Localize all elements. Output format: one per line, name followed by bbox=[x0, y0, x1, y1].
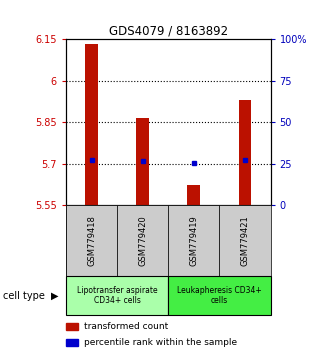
Text: GSM779421: GSM779421 bbox=[241, 215, 249, 266]
Text: GSM779420: GSM779420 bbox=[138, 215, 147, 266]
Bar bbox=[117, 205, 168, 276]
Text: GSM779418: GSM779418 bbox=[87, 215, 96, 266]
Bar bbox=[66, 205, 117, 276]
Text: GSM779419: GSM779419 bbox=[189, 215, 198, 266]
Bar bbox=[66, 276, 168, 315]
Bar bbox=[219, 205, 271, 276]
Bar bbox=[187, 184, 200, 205]
Text: cell type: cell type bbox=[3, 291, 45, 301]
Bar bbox=[85, 45, 98, 205]
Text: Leukapheresis CD34+
cells: Leukapheresis CD34+ cells bbox=[177, 286, 262, 305]
Bar bbox=[66, 339, 78, 346]
Text: ▶: ▶ bbox=[51, 291, 59, 301]
Bar bbox=[136, 118, 149, 205]
Text: Lipotransfer aspirate
CD34+ cells: Lipotransfer aspirate CD34+ cells bbox=[77, 286, 157, 305]
Bar bbox=[66, 323, 78, 330]
Text: transformed count: transformed count bbox=[84, 322, 169, 331]
Bar bbox=[168, 205, 219, 276]
Bar bbox=[168, 276, 271, 315]
Bar bbox=[239, 100, 251, 205]
Title: GDS4079 / 8163892: GDS4079 / 8163892 bbox=[109, 25, 228, 38]
Text: percentile rank within the sample: percentile rank within the sample bbox=[84, 338, 238, 347]
